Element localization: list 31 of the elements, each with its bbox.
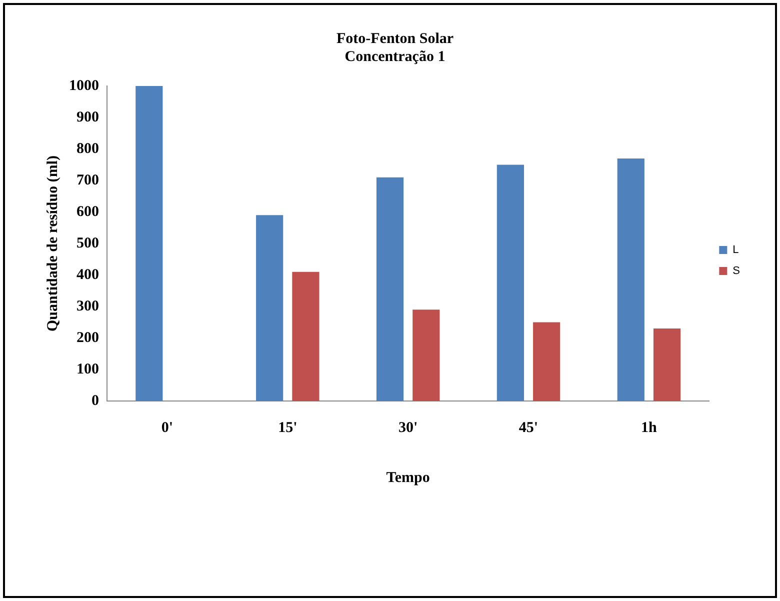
text: Foto-Fenton Solar xyxy=(336,30,454,47)
bar xyxy=(412,310,440,401)
x-axis-title: Tempo xyxy=(386,470,430,486)
y-tick-label: 700 xyxy=(76,172,99,188)
y-tick-label: 300 xyxy=(76,298,99,314)
y-tick-label: 0 xyxy=(92,392,99,409)
bar xyxy=(136,86,163,401)
y-tick-label: 500 xyxy=(76,235,99,252)
y-tick-label: 800 xyxy=(76,140,99,157)
x-tick-label: 45' xyxy=(518,420,538,436)
bar xyxy=(617,158,644,401)
x-tick-label: 1h xyxy=(641,420,658,436)
y-tick-label: 900 xyxy=(76,109,99,126)
bar xyxy=(533,322,560,401)
y-tick-label: 400 xyxy=(76,266,99,283)
legend-label: S xyxy=(732,265,740,278)
y-tick-label: 600 xyxy=(76,204,99,220)
y-tick-label: 200 xyxy=(76,330,99,346)
bar xyxy=(376,177,404,401)
text: Concentração 1 xyxy=(344,48,446,65)
bar xyxy=(256,215,284,401)
bar xyxy=(653,328,681,401)
y-tick-label: 1000 xyxy=(69,78,99,94)
x-tick-label: 30' xyxy=(398,420,418,436)
bar xyxy=(496,164,524,401)
x-tick-label: 15' xyxy=(278,420,298,436)
y-tick-label: 100 xyxy=(76,361,99,378)
bar xyxy=(292,272,320,401)
y-axis-title: Quantidade de resíduo (ml) xyxy=(44,156,61,332)
x-tick-label: 0' xyxy=(161,420,174,436)
legend-label: L xyxy=(732,244,739,256)
